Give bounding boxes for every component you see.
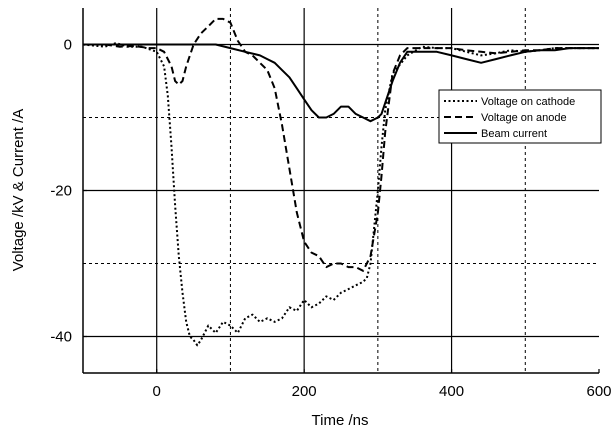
axes <box>82 8 600 374</box>
x-tick-label: 0 <box>153 383 161 400</box>
legend-label: Voltage on anode <box>481 112 567 124</box>
tick-labels: 0 200 400 600 0 -20 -40 <box>50 37 611 401</box>
x-tick-label: 400 <box>439 383 464 400</box>
series-group <box>82 17 599 347</box>
x-tick-label: 200 <box>292 383 317 400</box>
y-axis-label: Voltage /kV & Current /A <box>10 109 27 272</box>
y-tick-label: -40 <box>50 329 72 346</box>
x-tick-label: 600 <box>586 383 611 400</box>
series-line-3 <box>83 43 599 123</box>
legend-label: Beam current <box>481 128 547 140</box>
legend-label: Voltage on cathode <box>481 96 575 108</box>
legend: Voltage on cathode Voltage on anode Beam c… <box>438 89 602 144</box>
y-tick-label: -20 <box>50 183 72 200</box>
y-tick-label: 0 <box>64 37 72 54</box>
x-axis-label: Time /ns <box>312 412 369 429</box>
series-line-2 <box>83 17 599 272</box>
